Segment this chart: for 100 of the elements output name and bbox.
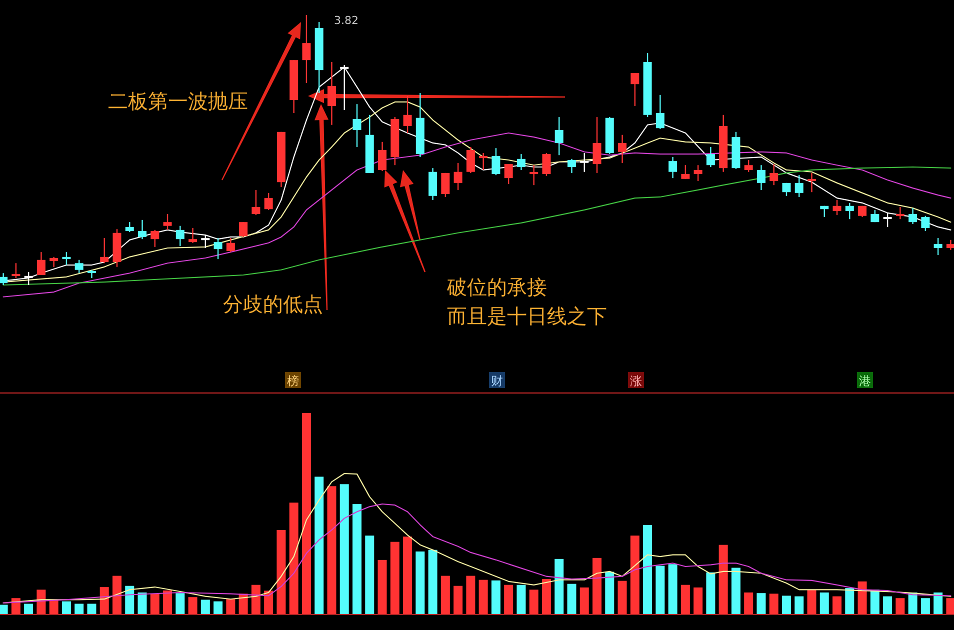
bar: [390, 542, 400, 614]
bar: [516, 584, 526, 614]
candlestick: [630, 72, 640, 107]
bar: [680, 584, 690, 614]
bar: [491, 580, 500, 614]
candlestick: [516, 153, 526, 171]
candlestick: [770, 163, 778, 186]
bar: [934, 592, 943, 614]
bar: [112, 576, 122, 614]
candlestick: [403, 95, 412, 134]
bar: [289, 502, 298, 614]
bar: [314, 476, 324, 614]
candlestick: [12, 262, 20, 279]
bar: [214, 601, 223, 614]
candlestick: [163, 213, 172, 231]
bar: [428, 550, 438, 614]
candlestick: [479, 152, 488, 171]
bar: [756, 593, 766, 614]
candlestick: [808, 172, 816, 193]
bar: [302, 413, 311, 614]
bar: [36, 590, 46, 614]
candlestick: [138, 219, 146, 240]
bar: [365, 536, 374, 614]
candlestick: [441, 172, 450, 198]
candlestick: [125, 221, 134, 233]
bar: [605, 572, 614, 614]
bar: [592, 558, 602, 614]
bar: [858, 581, 867, 614]
bar: [744, 592, 754, 614]
bar: [327, 486, 336, 614]
bar: [946, 598, 954, 614]
candlestick: [921, 215, 930, 232]
bar: [643, 524, 652, 614]
candlestick: [378, 141, 387, 172]
bar: [807, 590, 816, 614]
candlestick: [870, 209, 880, 223]
candlestick: [252, 189, 260, 216]
candlestick: [302, 14, 311, 84]
bar: [883, 596, 892, 614]
candlestick: [934, 237, 942, 256]
bar: [238, 594, 248, 614]
candlestick: [744, 159, 753, 172]
bar: [706, 572, 716, 614]
text: 涨: [630, 374, 642, 388]
candlestick: [656, 94, 664, 130]
annotation: 二板第一波抛压: [108, 89, 248, 113]
bar: [820, 592, 829, 614]
candlestick: [504, 163, 513, 185]
candlestick: [62, 251, 71, 266]
candlestick: [794, 174, 804, 198]
bar: [832, 596, 842, 614]
bar: [478, 580, 488, 614]
bar: [226, 599, 236, 614]
bar: [276, 530, 286, 614]
annotation: 3.82: [334, 14, 358, 27]
candlestick: [214, 237, 222, 260]
bar: [163, 590, 172, 614]
bar: [176, 593, 185, 614]
bar: [24, 604, 34, 614]
bar: [440, 576, 450, 614]
bar: [200, 600, 210, 614]
bar: [694, 587, 703, 614]
candlestick: [352, 104, 362, 148]
bar: [580, 587, 589, 614]
candlestick: [554, 116, 564, 156]
bar: [618, 580, 627, 614]
candlestick: [567, 158, 576, 174]
bar: [403, 536, 412, 614]
text: 分歧的低点: [223, 292, 323, 316]
candlestick: [466, 146, 475, 174]
bar: [150, 594, 160, 614]
bar: [49, 600, 58, 614]
candlestick: [694, 164, 702, 182]
candlestick: [327, 61, 336, 126]
bar: [454, 586, 463, 614]
bar: [138, 592, 147, 614]
bar: [62, 601, 71, 614]
candlestick: [201, 234, 210, 249]
bar: [630, 536, 640, 614]
bar: [74, 604, 84, 614]
bar: [251, 584, 260, 614]
bar: [896, 598, 905, 614]
candlestick: [100, 237, 109, 264]
candlestick: [542, 152, 551, 177]
bar: [554, 558, 564, 614]
bar: [264, 590, 274, 614]
candlestick: [908, 207, 918, 225]
candlestick: [883, 212, 892, 228]
candlestick: [492, 148, 500, 176]
bar: [352, 504, 362, 614]
bar: [378, 560, 387, 614]
candlestick: [0, 272, 8, 286]
candlestick: [226, 237, 235, 253]
candlestick: [74, 259, 84, 274]
candlestick: [150, 229, 160, 248]
bar: [769, 594, 778, 614]
candlestick: [845, 202, 854, 220]
bar: [529, 590, 538, 614]
bar: [656, 566, 665, 614]
candlestick: [87, 269, 96, 279]
